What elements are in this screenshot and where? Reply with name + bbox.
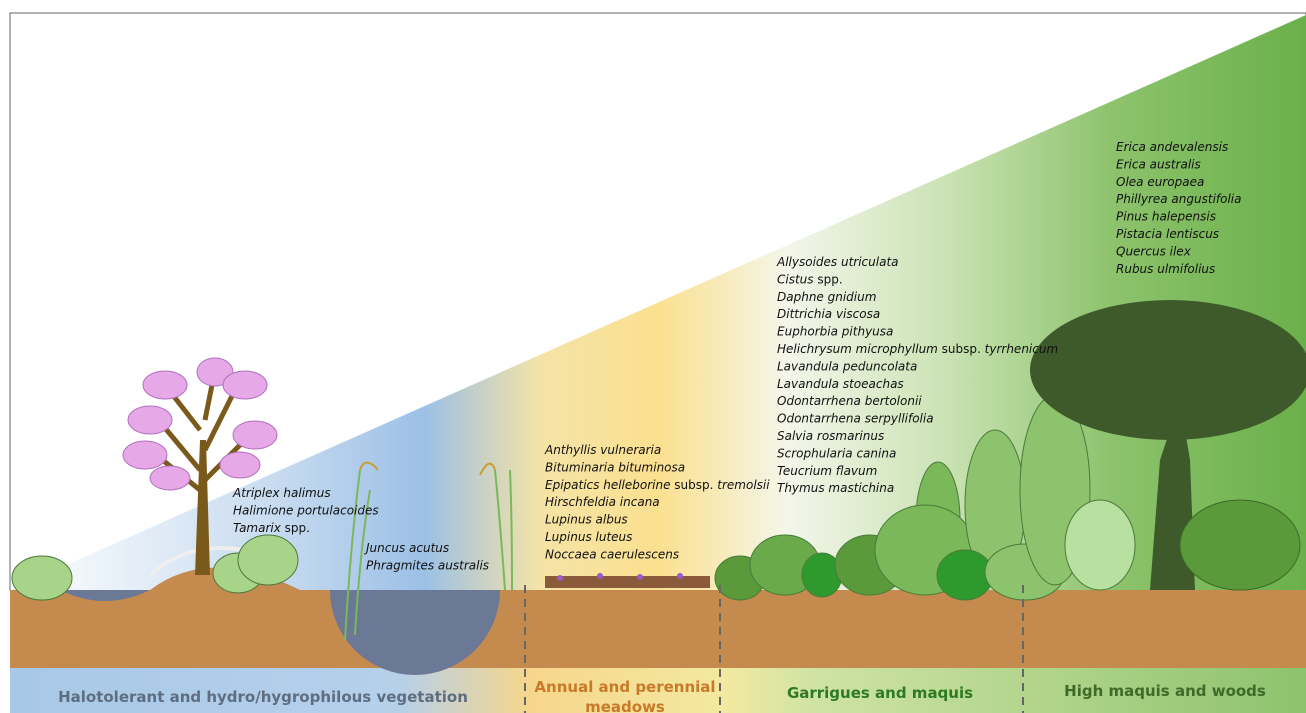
species-part: Pistacia lentiscus — [1116, 227, 1219, 241]
species-part: Thymus mastichina — [777, 481, 894, 495]
species-name: Anthyllis vulneraria — [544, 443, 661, 457]
species-name: Halimione portulacoides — [233, 503, 379, 517]
species-name: Daphne gnidium — [777, 290, 876, 304]
species-name: Erica andevalensis — [1116, 140, 1228, 154]
species-part: Bituminaria bituminosa — [545, 460, 685, 474]
species-name: Atriplex halimus — [232, 486, 331, 500]
species-part: Quercus ilex — [1116, 244, 1192, 258]
species-part: Rubus ulmifolius — [1116, 262, 1215, 276]
species-name: Tamarix spp. — [233, 521, 310, 535]
species-name: Dittrichia viscosa — [777, 307, 880, 321]
species-part: Phillyrea angustifolia — [1116, 192, 1242, 206]
species-name: Bituminaria bituminosa — [545, 460, 685, 474]
zone-label: meadows — [585, 698, 665, 713]
species-part: Lavandula peduncolata — [777, 359, 917, 373]
species-name: Lupinus albus — [545, 513, 628, 527]
species-part: Lupinus albus — [545, 513, 628, 527]
species-name: Phillyrea angustifolia — [1116, 192, 1242, 206]
species-name: Lavandula stoeachas — [777, 377, 904, 391]
zone-label: Garrigues and maquis — [787, 684, 973, 702]
species-name: Noccaea caerulescens — [545, 547, 679, 561]
species-part: spp. — [281, 521, 310, 535]
species-name: Allysoides utriculata — [776, 255, 899, 269]
species-name: Rubus ulmifolius — [1116, 262, 1215, 276]
species-name: Teucrium flavum — [777, 464, 877, 478]
species-name: Pistacia lentiscus — [1116, 227, 1219, 241]
species-name: Helichrysum microphyllum subsp. tyrrheni… — [777, 342, 1058, 356]
species-part: Scrophularia canina — [777, 446, 896, 460]
species-name: Lupinus luteus — [545, 530, 632, 544]
species-name: Erica australis — [1116, 157, 1201, 171]
species-name: Pinus halepensis — [1116, 210, 1216, 224]
diagram: Atriplex halimus Halimione portulacoides T… — [0, 0, 1306, 713]
species-name: Salvia rosmarinus — [777, 429, 884, 443]
species-part: Cistus — [777, 272, 814, 286]
species-part: Olea europaea — [1116, 175, 1204, 189]
species-part: Halimione portulacoides — [233, 503, 379, 517]
species-part: Odontarrhena serpyllifolia — [777, 412, 934, 426]
species-part: spp. — [814, 272, 843, 286]
species-part: Anthyllis vulneraria — [544, 443, 661, 457]
species-part: tremolsii — [717, 478, 770, 492]
species-part: Odontarrhena bertolonii — [777, 394, 922, 408]
species-name: Euphorbia pithyusa — [777, 325, 893, 339]
species-part: Pinus halepensis — [1116, 210, 1216, 224]
species-name: Odontarrhena serpyllifolia — [777, 412, 934, 426]
species-part: Daphne gnidium — [777, 290, 876, 304]
species-part: Atriplex halimus — [232, 486, 331, 500]
species-part: Noccaea caerulescens — [545, 547, 679, 561]
species-name: Epipatics helleborine subsp. tremolsii — [545, 478, 770, 492]
species-name: Lavandula peduncolata — [777, 359, 917, 373]
species-name: Phragmites australis — [366, 558, 489, 572]
species-part: Tamarix — [233, 521, 282, 535]
species-part: Teucrium flavum — [777, 464, 877, 478]
species-part: Lupinus luteus — [545, 530, 632, 544]
species-part: Dittrichia viscosa — [777, 307, 880, 321]
species-part: subsp. — [670, 478, 717, 492]
species-name: Odontarrhena bertolonii — [777, 394, 922, 408]
species-part: Phragmites australis — [366, 558, 489, 572]
species-name: Quercus ilex — [1116, 244, 1192, 258]
species-name: Olea europaea — [1116, 175, 1204, 189]
species-part: Epipatics helleborine — [545, 478, 670, 492]
species-part: Helichrysum microphyllum — [777, 342, 938, 356]
species-part: Erica andevalensis — [1116, 140, 1228, 154]
species-part: Lavandula stoeachas — [777, 377, 904, 391]
species-part: Salvia rosmarinus — [777, 429, 884, 443]
species-part: Allysoides utriculata — [776, 255, 899, 269]
species-name: Thymus mastichina — [777, 481, 894, 495]
species-part: Juncus acutus — [364, 541, 449, 555]
zone-label: Annual and perennial — [534, 678, 715, 696]
species-name: Cistus spp. — [777, 272, 843, 286]
species-name: Scrophularia canina — [777, 446, 896, 460]
zone-label: Halotolerant and hydro/hygrophilous vege… — [58, 688, 468, 706]
species-name: Juncus acutus — [364, 541, 449, 555]
species-part: Euphorbia pithyusa — [777, 325, 893, 339]
zone-label: High maquis and woods — [1064, 682, 1266, 700]
species-part: Hirschfeldia incana — [545, 495, 660, 509]
species-part: subsp. — [938, 342, 985, 356]
species-name: Hirschfeldia incana — [545, 495, 660, 509]
species-part: Erica australis — [1116, 157, 1201, 171]
species-part: tyrrhenicum — [985, 342, 1059, 356]
